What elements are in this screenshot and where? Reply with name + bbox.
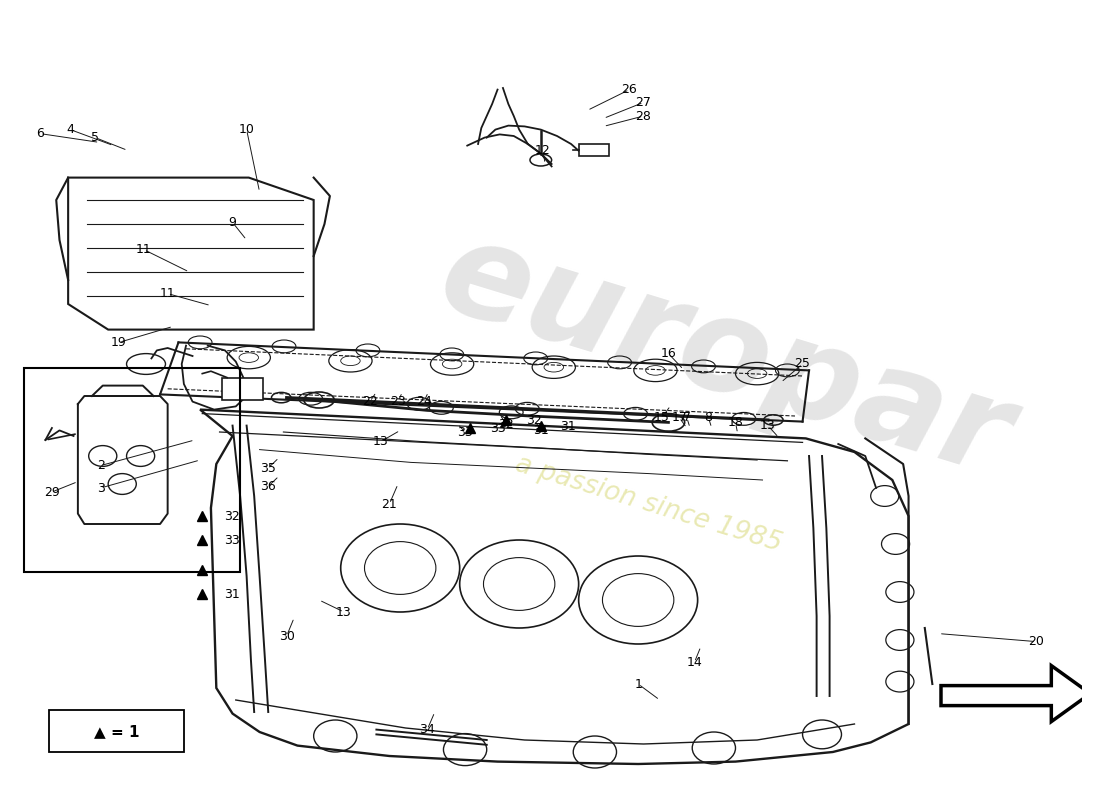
- Bar: [24, 368, 240, 572]
- Text: 31: 31: [560, 420, 576, 433]
- Text: 13: 13: [760, 419, 775, 432]
- Text: 28: 28: [636, 110, 651, 122]
- Text: 11: 11: [160, 287, 176, 300]
- Text: 6: 6: [36, 127, 44, 140]
- Bar: [222, 378, 263, 400]
- Text: 16: 16: [661, 347, 676, 360]
- Text: 21: 21: [382, 498, 397, 510]
- Text: 32: 32: [526, 414, 541, 426]
- Text: 33: 33: [490, 422, 506, 434]
- Text: a passion since 1985: a passion since 1985: [513, 451, 785, 557]
- Text: 13: 13: [337, 606, 352, 618]
- Text: 35: 35: [261, 462, 276, 474]
- Text: 5: 5: [91, 131, 99, 144]
- Text: 19: 19: [111, 336, 126, 349]
- Text: europar: europar: [425, 210, 1024, 502]
- Text: 22: 22: [362, 395, 377, 408]
- Text: 11: 11: [136, 243, 152, 256]
- Text: 2: 2: [97, 459, 104, 472]
- Bar: [579, 144, 609, 156]
- Text: 18: 18: [727, 416, 744, 429]
- Text: 1: 1: [635, 678, 642, 690]
- Text: 14: 14: [686, 656, 702, 669]
- Text: 12: 12: [535, 144, 551, 157]
- Text: 3: 3: [97, 482, 104, 494]
- Text: 34: 34: [419, 723, 436, 736]
- Text: 20: 20: [1028, 635, 1044, 648]
- Text: 4: 4: [66, 123, 74, 136]
- Text: ▲ = 1: ▲ = 1: [94, 724, 139, 738]
- Text: 27: 27: [636, 96, 651, 109]
- Text: 33: 33: [224, 534, 240, 546]
- Text: 8: 8: [704, 411, 713, 424]
- Text: 33: 33: [458, 426, 473, 438]
- Text: 9: 9: [229, 216, 236, 229]
- Text: 31: 31: [224, 588, 240, 601]
- Text: 29: 29: [44, 486, 59, 498]
- Text: 32: 32: [224, 510, 240, 522]
- Text: 31: 31: [532, 424, 549, 437]
- Text: 32: 32: [498, 418, 514, 430]
- Text: 23: 23: [390, 395, 406, 408]
- Text: 30: 30: [278, 630, 295, 642]
- Bar: [48, 710, 184, 752]
- Text: 26: 26: [621, 83, 637, 96]
- Text: 36: 36: [261, 480, 276, 493]
- Text: 7: 7: [683, 411, 691, 424]
- Text: 17: 17: [671, 411, 688, 424]
- Text: 15: 15: [654, 411, 670, 424]
- Text: 10: 10: [239, 123, 254, 136]
- Text: 13: 13: [373, 435, 388, 448]
- Text: 24: 24: [416, 395, 432, 408]
- Text: 25: 25: [794, 358, 811, 370]
